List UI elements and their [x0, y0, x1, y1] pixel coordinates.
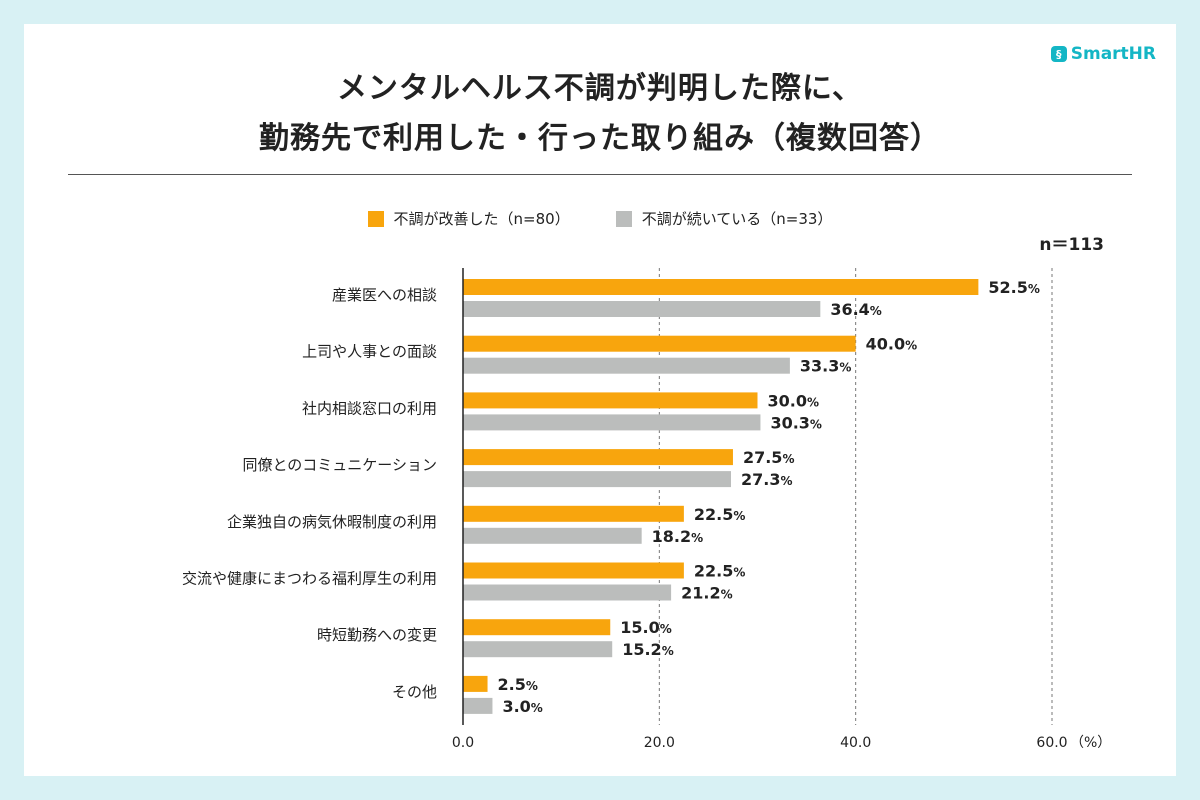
- bar-1-2: [463, 414, 761, 431]
- legend-item-continuing: 不調が続いている（n=33）: [615, 208, 833, 229]
- value-label-1-0: 36.4%: [830, 300, 882, 319]
- bar-0-3: [463, 449, 733, 466]
- value-unit-1-6: %: [662, 644, 674, 658]
- value-number-1-2: 30.3: [770, 413, 809, 432]
- value-label-1-7: 3.0%: [502, 697, 542, 716]
- category-label-0: 産業医への相談: [332, 286, 437, 304]
- bar-1-3: [463, 471, 731, 488]
- value-label-0-7: 2.5%: [498, 675, 538, 694]
- value-unit-1-3: %: [780, 474, 792, 488]
- value-unit-1-0: %: [870, 304, 882, 318]
- value-number-0-2: 30.0: [768, 391, 807, 410]
- value-unit-1-7: %: [531, 701, 543, 715]
- sample-size: n＝113: [1039, 235, 1104, 255]
- value-label-0-1: 40.0%: [866, 335, 918, 354]
- tick-label-0: 0.0: [452, 735, 474, 751]
- category-label-3: 同僚とのコミュニケーション: [242, 456, 437, 474]
- value-unit-1-5: %: [721, 588, 733, 602]
- value-unit-0-7: %: [526, 679, 538, 693]
- value-unit-1-4: %: [691, 531, 703, 545]
- value-number-0-0: 52.5: [988, 278, 1027, 297]
- value-unit-0-1: %: [905, 339, 917, 353]
- tick-label-2: 40.0: [840, 735, 871, 751]
- category-label-6: 時短勤務への変更: [317, 626, 437, 644]
- legend-swatch-continuing: [615, 210, 632, 227]
- brand-logo: § SmartHR: [1050, 44, 1156, 64]
- title-divider: [68, 174, 1132, 175]
- value-unit-0-5: %: [733, 566, 745, 580]
- value-label-0-3: 27.5%: [743, 448, 795, 467]
- value-unit-0-6: %: [660, 622, 672, 636]
- value-number-1-1: 33.3: [800, 357, 839, 376]
- value-label-0-2: 30.0%: [768, 391, 820, 410]
- tick-label-3: 60.0: [1036, 735, 1067, 751]
- value-label-1-4: 18.2%: [652, 527, 704, 546]
- value-number-1-5: 21.2: [681, 584, 720, 603]
- value-label-0-6: 15.0%: [620, 618, 672, 637]
- category-label-7: その他: [392, 683, 437, 701]
- legend-swatch-improved: [367, 210, 384, 227]
- value-unit-1-1: %: [839, 361, 851, 375]
- category-label-2: 社内相談窓口の利用: [302, 399, 437, 417]
- title-line-1: メンタルヘルス不調が判明した際に、: [336, 71, 864, 106]
- value-number-1-0: 36.4: [830, 300, 869, 319]
- value-label-1-3: 27.3%: [741, 470, 793, 489]
- value-unit-0-0: %: [1028, 282, 1040, 296]
- bar-0-6: [463, 619, 611, 636]
- bar-1-6: [463, 641, 613, 658]
- value-unit-0-3: %: [782, 452, 794, 466]
- value-number-1-6: 15.2: [622, 640, 661, 659]
- value-number-0-4: 22.5: [694, 505, 733, 524]
- value-number-0-3: 27.5: [743, 448, 782, 467]
- value-label-0-5: 22.5%: [694, 562, 746, 581]
- category-label-4: 企業独自の病気休暇制度の利用: [227, 513, 437, 531]
- value-unit-0-2: %: [807, 395, 819, 409]
- title-line-2: 勤務先で利用した・行った取り組み（複数回答）: [259, 121, 941, 156]
- unit-label: （%）: [1070, 735, 1111, 751]
- bar-0-2: [463, 392, 758, 409]
- value-number-0-7: 2.5: [498, 675, 526, 694]
- value-label-1-5: 21.2%: [681, 584, 733, 603]
- bar-1-4: [463, 527, 642, 544]
- chart-title: メンタルヘルス不調が判明した際に、 勤務先で利用した・行った取り組み（複数回答）: [24, 64, 1176, 164]
- value-unit-0-4: %: [733, 509, 745, 523]
- tick-label-1: 20.0: [644, 735, 675, 751]
- bar-1-1: [463, 357, 790, 374]
- value-number-0-1: 40.0: [866, 335, 905, 354]
- value-number-1-4: 18.2: [652, 527, 691, 546]
- brand-name: SmartHR: [1070, 44, 1156, 64]
- value-label-1-1: 33.3%: [800, 357, 852, 376]
- value-label-0-4: 22.5%: [694, 505, 746, 524]
- category-label-5: 交流や健康にまつわる福利厚生の利用: [182, 570, 437, 588]
- bar-1-7: [463, 697, 493, 714]
- legend: 不調が改善した（n=80） 不調が続いている（n=33）: [24, 208, 1176, 229]
- category-label-1: 上司や人事との面談: [302, 343, 437, 361]
- value-number-0-6: 15.0: [620, 618, 659, 637]
- value-label-0-0: 52.5%: [988, 278, 1040, 297]
- smarthr-logo-icon: §: [1050, 46, 1067, 62]
- value-number-1-3: 27.3: [741, 470, 780, 489]
- value-label-1-6: 15.2%: [622, 640, 674, 659]
- bar-0-7: [463, 675, 488, 692]
- value-unit-1-2: %: [810, 417, 822, 431]
- bar-0-5: [463, 562, 684, 579]
- bar-0-4: [463, 505, 684, 522]
- legend-label-improved: 不調が改善した（n=80）: [393, 210, 570, 228]
- value-number-1-7: 3.0: [502, 697, 530, 716]
- value-label-1-2: 30.3%: [770, 413, 822, 432]
- value-number-0-5: 22.5: [694, 562, 733, 581]
- bar-1-5: [463, 584, 672, 601]
- bar-0-0: [463, 279, 979, 295]
- bar-1-0: [463, 301, 821, 317]
- legend-item-improved: 不調が改善した（n=80）: [367, 208, 570, 229]
- bar-0-1: [463, 335, 856, 352]
- legend-label-continuing: 不調が続いている（n=33）: [641, 210, 833, 228]
